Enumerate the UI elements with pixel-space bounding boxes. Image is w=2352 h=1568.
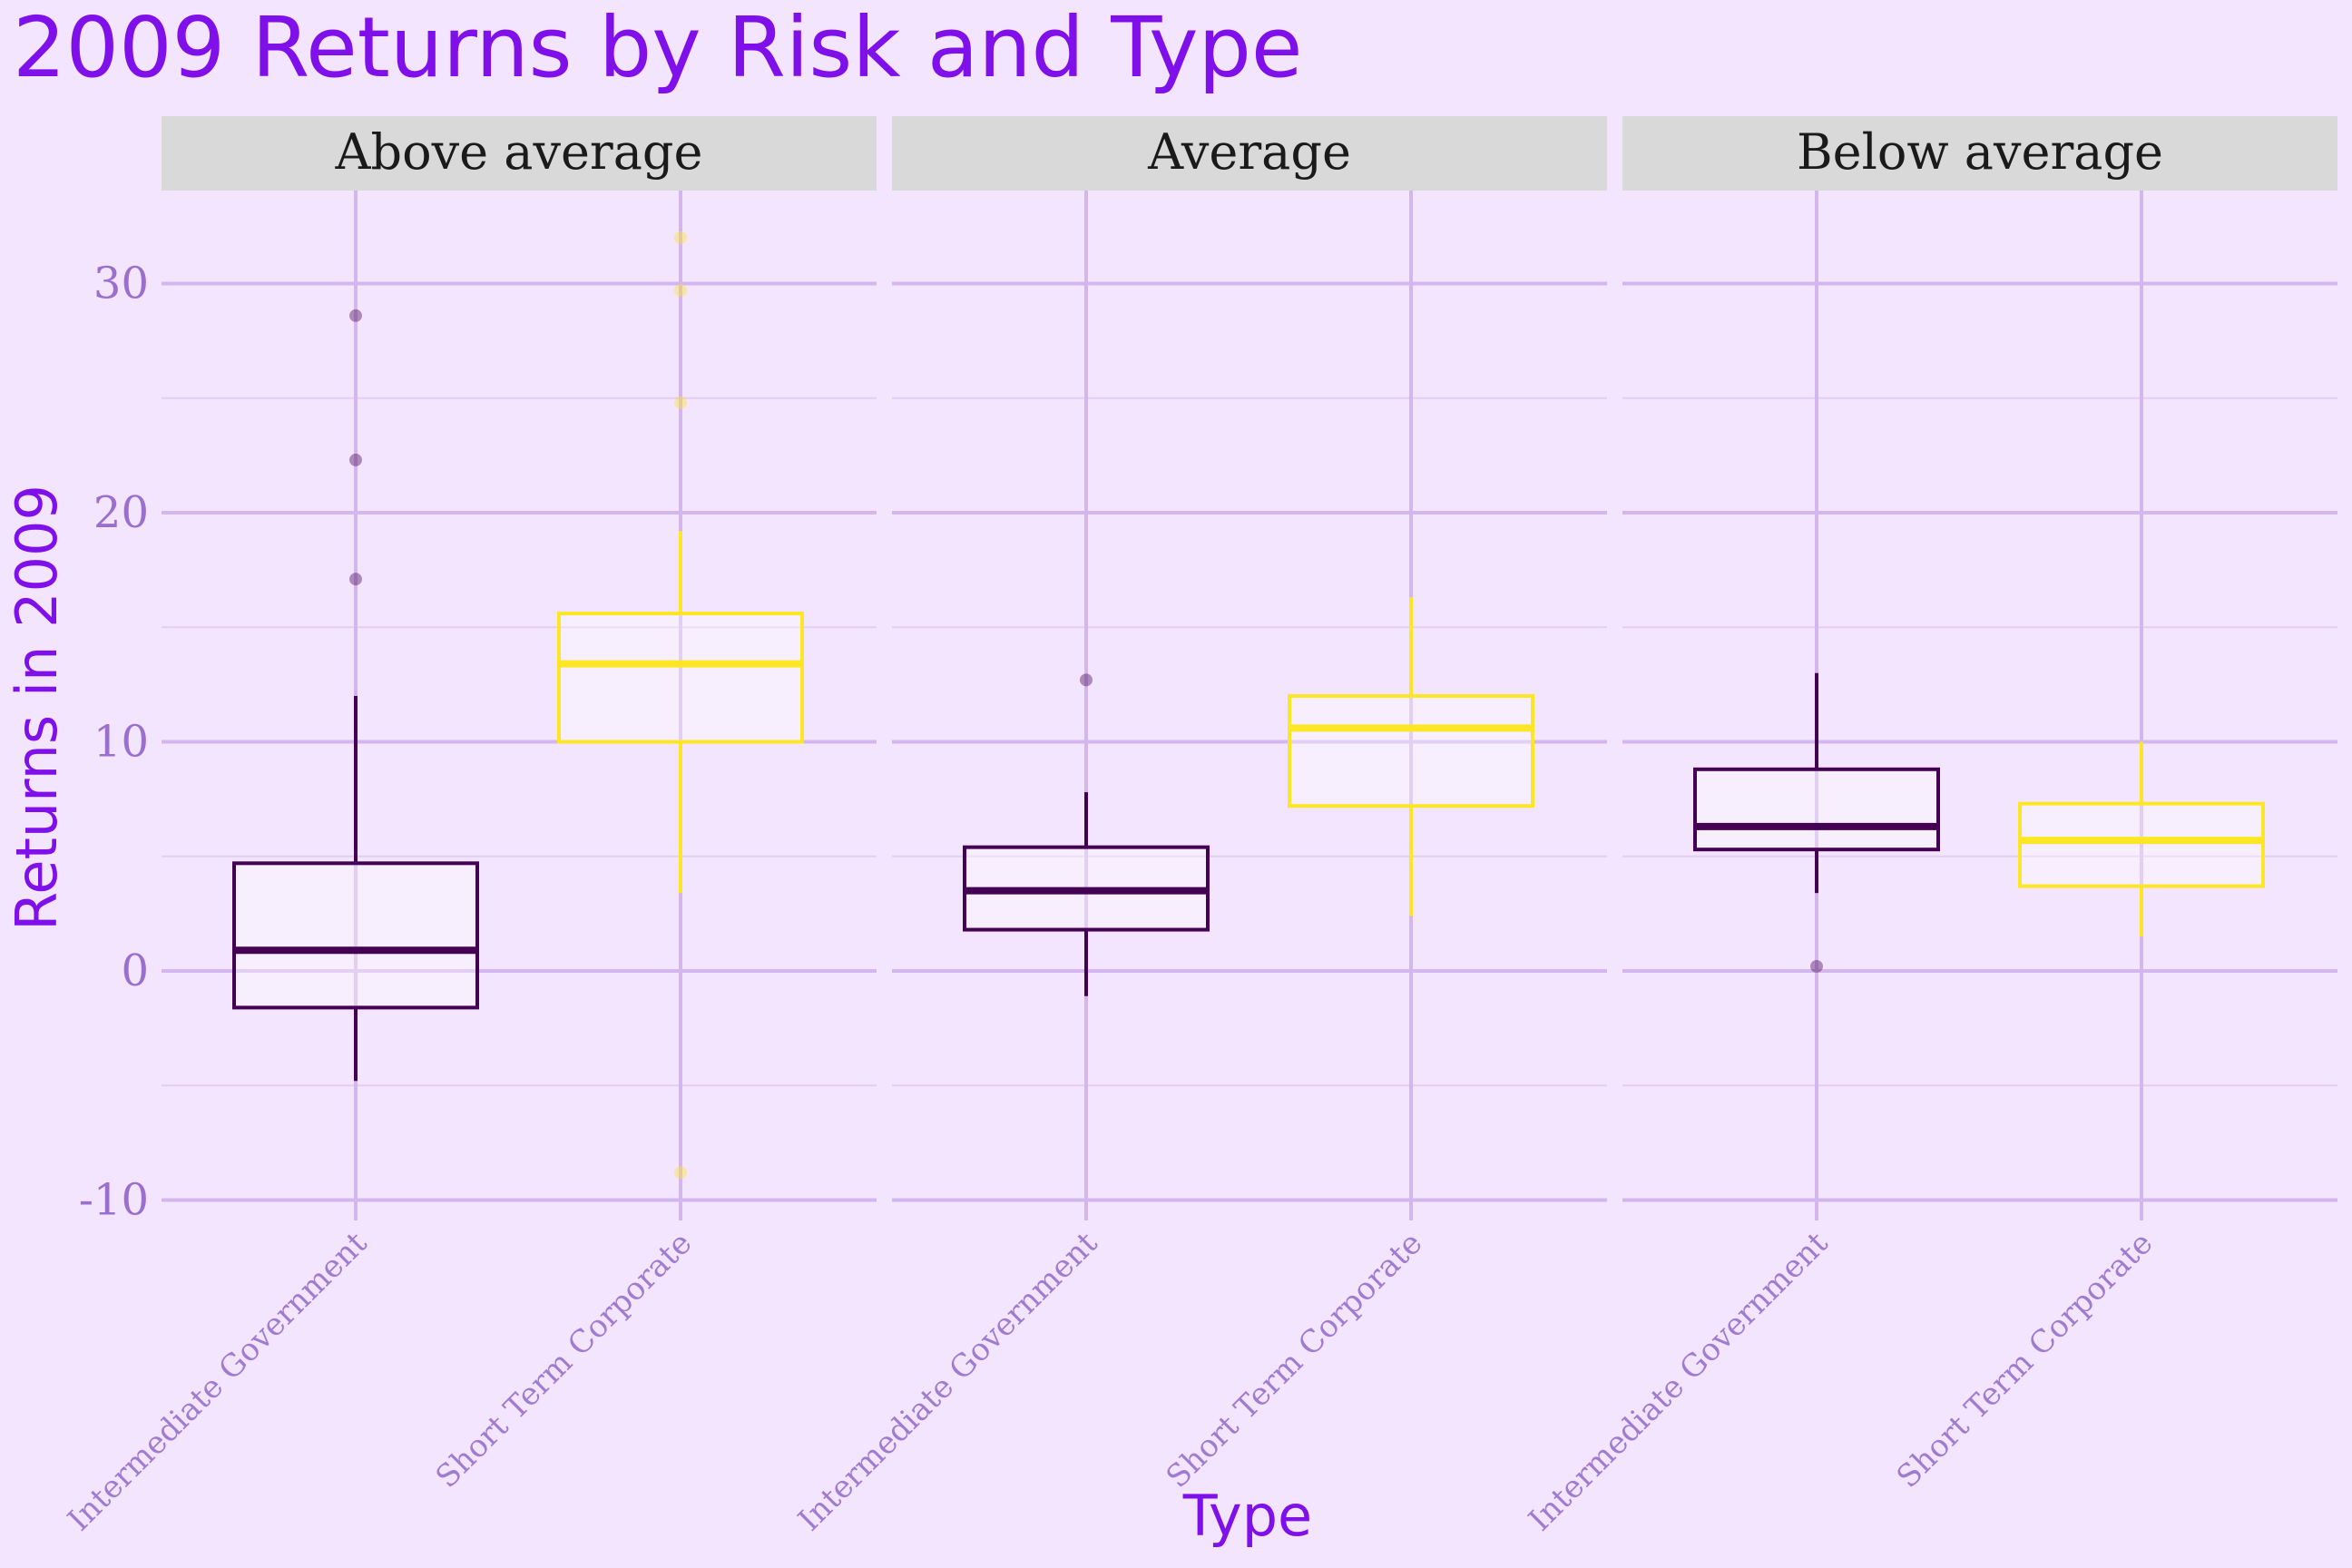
x-tick-label: Short Term Corporate [1890,1225,2161,1495]
box-iqr [232,861,479,1010]
x-tick-label: Intermediate Government [1522,1225,1835,1538]
box-iqr [1693,767,1940,852]
facet-strip [162,116,877,191]
outlier-point [674,396,687,409]
box-short-term-corporate [2018,741,2265,937]
facet-panel-0: Above average Intermediate Government Shor… [61,116,877,1538]
facet-strip [1622,116,2337,191]
box-intermediate-government [1693,672,1940,973]
box-iqr [2018,801,2265,888]
outlier-point [674,231,687,244]
x-axis-title: Type [1182,1483,1312,1549]
box-iqr [1288,694,1534,808]
x-tick-label: Short Term Corporate [1160,1225,1430,1495]
box-intermediate-government [232,309,479,1082]
box-intermediate-government [963,673,1210,996]
box-short-term-corporate [1288,597,1534,916]
box-short-term-corporate [557,231,804,1180]
x-tick-label: Intermediate Government [61,1225,374,1538]
chart-title: 2009 Returns by Risk and Type [13,0,1303,96]
y-tick-label: 20 [93,487,149,538]
outlier-point [1080,673,1093,687]
y-tick-label: 30 [93,259,149,309]
facet-panel-1: Average Intermediate Government Short Term… [791,116,1607,1538]
facet-strip-label: Below average [1797,123,2163,181]
outlier-point [1810,959,1823,973]
y-tick-label: -10 [79,1175,149,1226]
facet-strip-label: Average [1147,123,1351,181]
x-tick-label: Short Term Corporate [429,1225,700,1495]
outlier-point [349,573,362,586]
y-tick-label: 0 [121,946,149,996]
box-iqr [557,612,804,744]
facet-panel-2: Below average Intermediate Government Shor… [1522,116,2337,1538]
x-tick-label: Intermediate Government [791,1225,1104,1538]
outlier-point [674,1166,687,1180]
y-tick-label: 10 [93,717,149,768]
outlier-point [349,453,362,466]
facet-strip [892,116,1607,191]
y-axis-title: Returns in 2009 [4,485,70,931]
facet-strip-label: Above average [335,123,703,181]
outlier-point [674,284,687,298]
outlier-point [349,309,362,322]
